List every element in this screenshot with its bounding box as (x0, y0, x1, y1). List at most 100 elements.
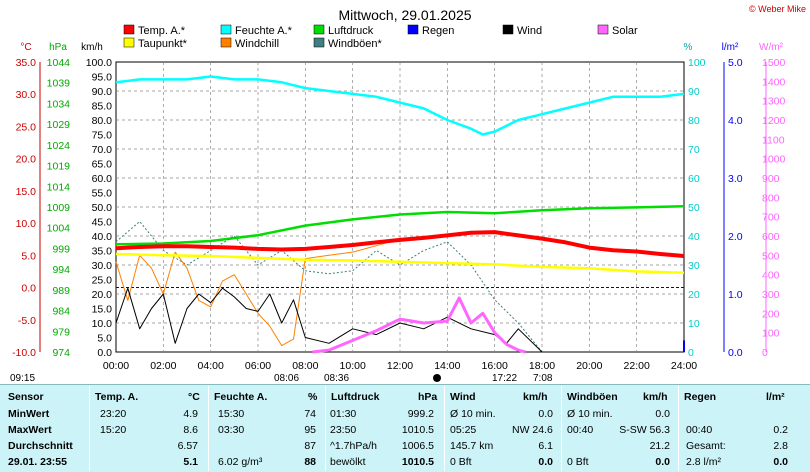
wind-tick: 75.0 (92, 130, 113, 142)
table-cell-wind-time: 145.7 km (450, 440, 494, 452)
solar-tick: 1300 (762, 96, 786, 108)
copyright-label: © Weber Mike (749, 4, 806, 14)
temp-tick: 10.0 (16, 218, 37, 230)
hum-tick: 20 (688, 289, 700, 301)
hdr-temp: Temp. A. (95, 391, 139, 403)
press-tick: 979 (52, 326, 70, 338)
legend-swatch (313, 37, 325, 48)
legend-swatch (313, 24, 325, 35)
wind-tick: 50.0 (92, 202, 113, 214)
legend-swatch (220, 37, 232, 48)
wind-tick: 30.0 (92, 260, 113, 272)
hum-tick: 30 (688, 260, 700, 272)
rain-tick: 2.0 (728, 231, 743, 243)
solar-tick: 300 (762, 289, 780, 301)
time-tick: 04:00 (198, 360, 224, 372)
moon-phase-icon (433, 374, 441, 382)
series-line-temp-a (115, 230, 685, 258)
table-cell-hum-time: 6.02 g/m³ (218, 456, 263, 468)
temp-tick: -5.0 (18, 315, 36, 327)
table-cell-temp: 5.1 (183, 456, 198, 468)
table-cell-press: 999.2 (407, 408, 434, 420)
weather-chart: Mittwoch, 29.01.2025 © Weber Mike Temp. A.… (10, 4, 806, 384)
time-tick: 16:00 (482, 360, 508, 372)
table-cell-gust: 0.0 (655, 408, 670, 420)
solar-tick: 400 (762, 270, 780, 282)
rain-tick: 0.0 (728, 347, 743, 359)
table-cell-hum: 74 (304, 408, 316, 420)
press-tick: 1034 (47, 98, 71, 110)
table-cell-wind: 0.0 (538, 456, 553, 468)
series-line-taupunkt (115, 252, 685, 274)
solar-tick: 100 (762, 328, 780, 340)
press-tick: 1004 (47, 223, 71, 235)
table-cell-hum-time: 15:30 (218, 408, 245, 420)
legend-swatch (123, 37, 135, 48)
wind-tick: 95.0 (92, 72, 113, 84)
temp-tick: 30.0 (16, 89, 37, 101)
press-tick: 994 (52, 264, 70, 276)
table-cell-hum: 88 (304, 456, 316, 468)
press-tick: 999 (52, 243, 70, 255)
legend-label: Luftdruck (328, 25, 374, 37)
table-cell-wind-time: Ø 10 min. (450, 408, 496, 420)
wind-tick: 0.0 (97, 347, 112, 359)
time-tick: 24:00 (671, 360, 697, 372)
time-tick: 08:00 (292, 360, 318, 372)
press-tick: 1014 (47, 181, 71, 193)
time-tick: 02:00 (150, 360, 176, 372)
table-cell-rain: 0.2 (773, 424, 788, 436)
table-cell-gust: S-SW 56.3 (619, 424, 670, 436)
table-cell-temp: 6.57 (177, 440, 198, 452)
legend-swatch (123, 24, 135, 35)
wind-tick: 35.0 (92, 246, 113, 258)
temp-tick: 25.0 (16, 121, 37, 133)
hdr-wind: Wind (450, 391, 476, 403)
table-cell-gust-time: Ø 10 min. (567, 408, 613, 420)
time-tick: 06:00 (245, 360, 271, 372)
rain-unit-label: l/m² (722, 42, 739, 53)
hdr-wind-unit: km/h (523, 391, 548, 403)
table-cell-temp: 8.6 (183, 424, 198, 436)
temp-unit-label: °C (20, 42, 31, 53)
wind-tick: 5.0 (97, 333, 112, 345)
solar-tick: 200 (762, 308, 780, 320)
wind-tick: 80.0 (92, 115, 113, 127)
table-cell-rain-time: 00:40 (686, 424, 713, 436)
sunset-time-a: 17:22 (492, 373, 517, 384)
table-cell-press-time: bewölkt (330, 456, 366, 468)
solar-tick: 600 (762, 231, 780, 243)
wind-unit-label: km/h (81, 42, 103, 53)
table-cell-hum: 95 (304, 424, 316, 436)
solar-tick: 1000 (762, 154, 786, 166)
legend-label: Temp. A.* (138, 25, 186, 37)
wind-tick: 90.0 (92, 86, 113, 98)
solar-tick: 700 (762, 212, 780, 224)
table-cell-label: 29.01. 23:55 (8, 456, 67, 468)
legend-swatch (597, 24, 609, 35)
press-tick: 1019 (47, 161, 71, 173)
time-tick: 14:00 (434, 360, 460, 372)
solar-tick: 900 (762, 173, 780, 185)
table-cell-wind-dir: NW 24.6 (512, 424, 553, 436)
hdr-press-unit: hPa (418, 391, 438, 403)
table-cell-label: MinWert (8, 408, 50, 420)
hum-unit-label: % (684, 42, 693, 53)
time-tick: 10:00 (340, 360, 366, 372)
solar-tick: 500 (762, 250, 780, 262)
hdr-press: Luftdruck (331, 391, 380, 403)
time-tick: 12:00 (387, 360, 413, 372)
hdr-rain-unit: l/m² (766, 391, 785, 403)
time-tick: 00:00 (103, 360, 129, 372)
table-cell-rain: 2.8 (773, 440, 788, 452)
wind-tick: 100.0 (86, 57, 112, 69)
legend-label: Feuchte A.* (235, 25, 293, 37)
legend-swatch (502, 24, 514, 35)
rain-tick: 1.0 (728, 289, 743, 301)
hdr-gust: Windböen (567, 391, 618, 403)
rain-tick: 5.0 (728, 57, 743, 69)
table-cell-press-time: ^1.7hPa/h (330, 440, 377, 452)
press-tick: 1044 (47, 57, 71, 69)
table-cell-hum: 87 (304, 440, 316, 452)
